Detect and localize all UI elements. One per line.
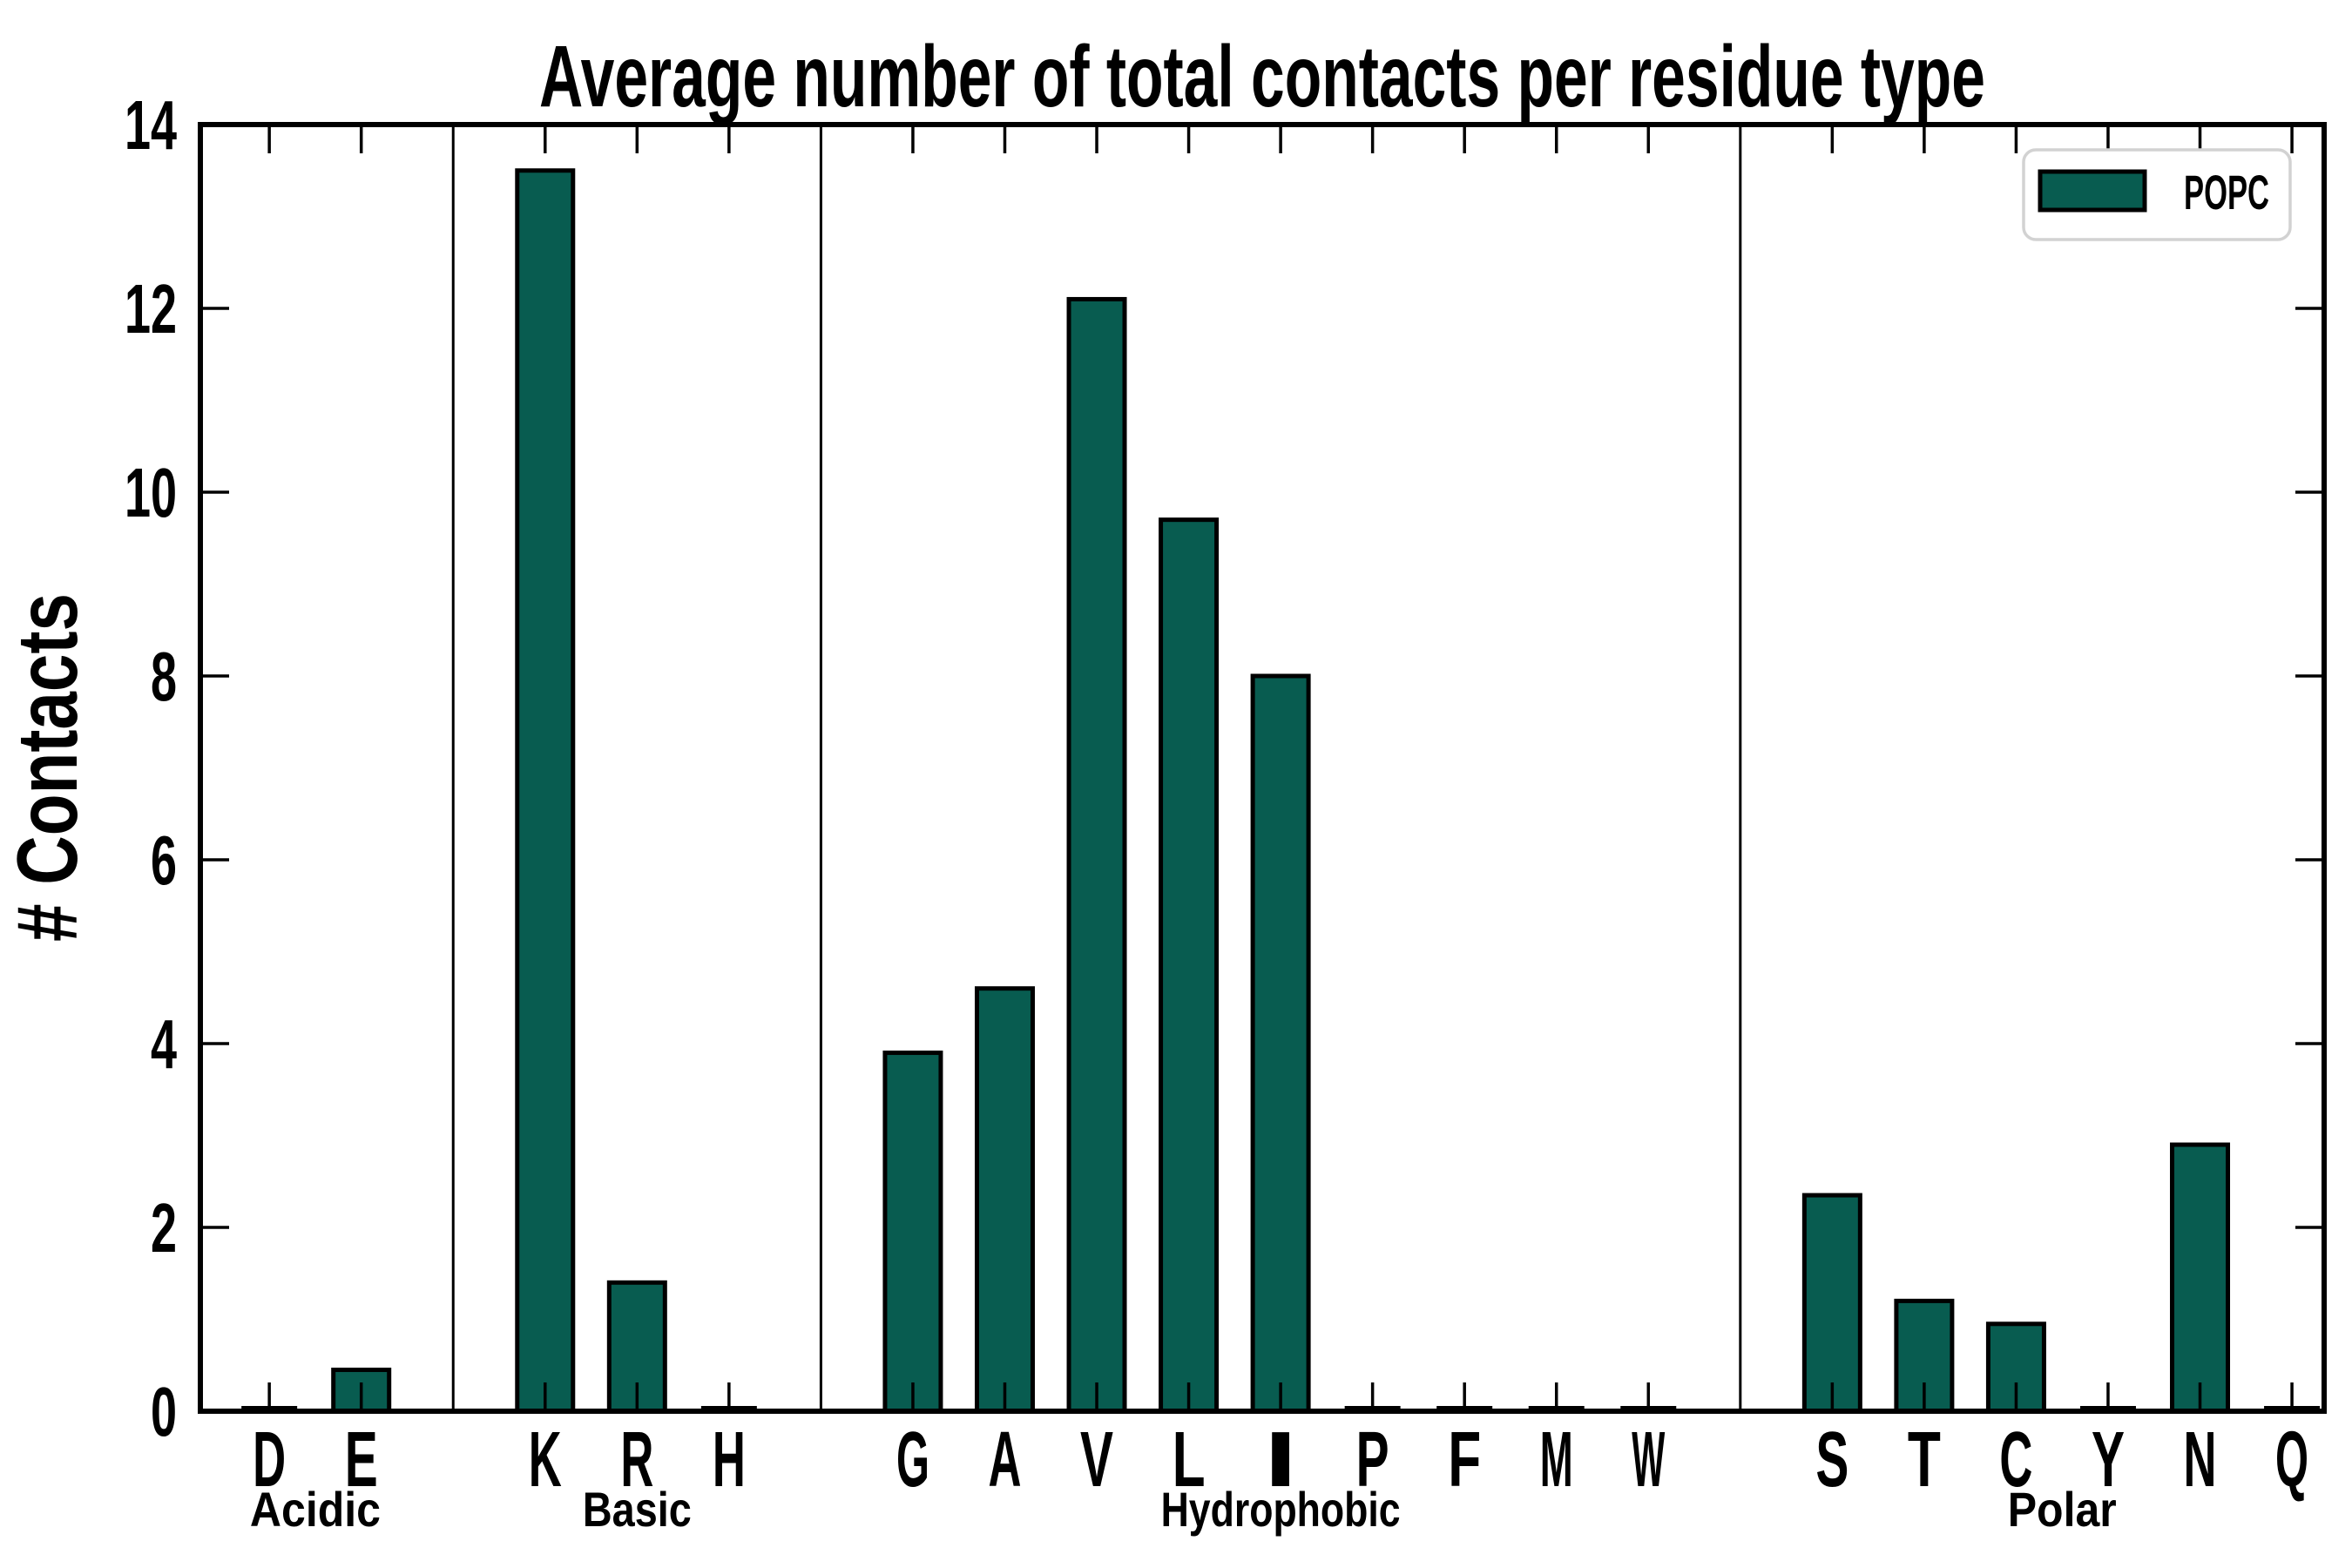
x-tick-label-K: K: [529, 1416, 562, 1504]
x-tick-label-I: I: [1264, 1416, 1297, 1504]
x-tick-label-W: W: [1632, 1416, 1665, 1504]
x-tick-label-R: R: [620, 1416, 653, 1504]
x-tick-label-Y: Y: [2092, 1416, 2125, 1504]
y-axis-tick-label-2: 2: [151, 1189, 177, 1267]
x-tick-label-E: E: [345, 1416, 378, 1504]
group-label-polar: Polar: [2008, 1482, 2117, 1537]
bar-S: [1801, 1193, 1862, 1414]
x-tick-label-S: S: [1815, 1416, 1848, 1504]
axes-frame: [198, 122, 2327, 1414]
group-label-basic: Basic: [583, 1482, 692, 1537]
group-label-hydrophobic: Hydrophobic: [1161, 1482, 1401, 1537]
y-axis-tick-label-4: 4: [151, 1005, 177, 1083]
x-tick-label-D: D: [253, 1416, 286, 1504]
chart-title: Average number of total contacts per res…: [539, 28, 1985, 125]
legend-swatch: [2038, 169, 2147, 213]
bar-N: [2170, 1142, 2231, 1414]
x-tick-label-T: T: [1908, 1416, 1941, 1504]
x-tick-label-F: F: [1448, 1416, 1481, 1504]
x-tick-label-G: G: [896, 1416, 929, 1504]
x-tick-label-Q: Q: [2275, 1416, 2308, 1504]
y-axis-tick-label-14: 14: [125, 86, 177, 164]
bar-G: [882, 1051, 943, 1414]
bar-I: [1250, 673, 1311, 1414]
y-axis-tick-label-8: 8: [151, 638, 177, 715]
bar-V: [1066, 296, 1127, 1414]
x-tick-label-N: N: [2184, 1416, 2217, 1504]
x-tick-label-H: H: [713, 1416, 746, 1504]
y-axis-tick-label-6: 6: [151, 821, 177, 899]
x-tick-label-V: V: [1080, 1416, 1113, 1504]
x-tick-label-C: C: [1999, 1416, 2032, 1504]
y-axis-tick-label-10: 10: [125, 454, 177, 531]
bar-L: [1159, 517, 1220, 1414]
x-tick-label-M: M: [1540, 1416, 1573, 1504]
y-axis-tick-label-12: 12: [125, 270, 177, 348]
x-tick-label-L: L: [1173, 1416, 1206, 1504]
bar-K: [515, 168, 576, 1414]
group-label-acidic: Acidic: [250, 1482, 381, 1537]
x-tick-label-A: A: [988, 1416, 1021, 1504]
y-axis-tick-label-0: 0: [151, 1373, 177, 1450]
legend-label: POPC: [2184, 165, 2269, 220]
bar-C: [1985, 1321, 2046, 1414]
x-tick-label-P: P: [1356, 1416, 1389, 1504]
y-axis-label: # Contacts: [0, 593, 95, 942]
bar-A: [974, 986, 1035, 1414]
